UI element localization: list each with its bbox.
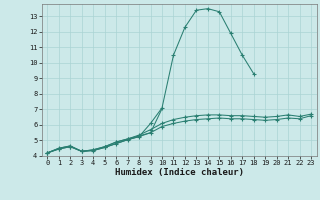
X-axis label: Humidex (Indice chaleur): Humidex (Indice chaleur) bbox=[115, 168, 244, 177]
